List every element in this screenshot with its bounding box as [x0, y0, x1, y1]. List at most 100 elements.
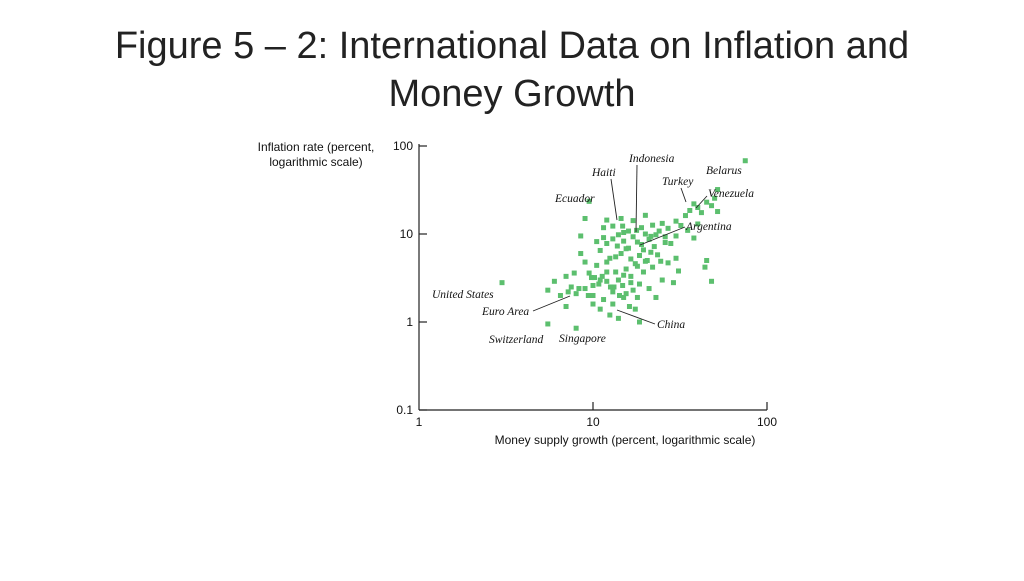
- data-point: [665, 260, 671, 266]
- data-point: [626, 245, 632, 251]
- data-point: [601, 235, 607, 241]
- annotation-haiti: Haiti: [591, 167, 616, 179]
- data-point: [610, 236, 616, 242]
- data-point: [615, 315, 621, 321]
- data-point: [499, 280, 505, 286]
- data-point: [601, 297, 607, 303]
- data-point: [599, 273, 605, 279]
- data-point: [596, 281, 602, 287]
- data-point: [565, 289, 571, 295]
- data-point: [610, 289, 616, 295]
- slide-title: Figure 5 – 2: International Data on Infl…: [40, 22, 984, 118]
- annotation-venezuela: Venezuela: [708, 188, 754, 200]
- data-point: [604, 269, 610, 275]
- data-point: [668, 240, 674, 246]
- data-point: [545, 321, 551, 327]
- title-line-2: Money Growth: [388, 73, 636, 115]
- data-point: [545, 287, 551, 293]
- data-point: [604, 240, 610, 246]
- data-point: [623, 266, 629, 272]
- data-point: [662, 234, 668, 240]
- data-point: [678, 222, 684, 228]
- data-point: [557, 293, 563, 299]
- data-point: [628, 273, 634, 279]
- annotation-leader-argentina: [639, 226, 686, 246]
- data-point: [551, 278, 557, 284]
- annotation-switzerland: Switzerland: [489, 334, 544, 346]
- annotation-indonesia: Indonesia: [628, 153, 675, 165]
- data-point: [573, 291, 579, 297]
- title-line-1: Figure 5 – 2: International Data on Infl…: [114, 25, 910, 67]
- data-point: [658, 258, 664, 264]
- annotation-leader-turkey: [680, 187, 687, 203]
- data-point: [646, 236, 652, 242]
- data-point: [628, 280, 634, 286]
- annotation-turkey: Turkey: [662, 176, 694, 188]
- data-point: [704, 199, 710, 205]
- data-point: [742, 158, 748, 164]
- annotation-leader-euro-area: [532, 295, 571, 312]
- y-tick-label-0.1: 0.1: [396, 403, 413, 417]
- data-point: [702, 264, 708, 270]
- data-point: [659, 220, 665, 226]
- data-point: [597, 277, 603, 283]
- data-point: [704, 257, 710, 263]
- data-point: [628, 256, 634, 262]
- data-point: [573, 325, 579, 331]
- data-point: [691, 201, 697, 207]
- y-axis-label-line-2: logarithmic scale): [269, 155, 362, 169]
- data-point: [588, 275, 594, 281]
- data-point: [665, 225, 671, 231]
- data-point: [613, 254, 619, 260]
- data-point: [618, 216, 624, 222]
- annotation-united-states: United States: [432, 289, 494, 301]
- annotation-euro-area: Euro Area: [481, 306, 529, 318]
- data-point: [604, 278, 610, 284]
- data-point: [563, 273, 569, 279]
- data-point: [642, 212, 648, 218]
- data-point: [650, 264, 656, 270]
- data-point: [582, 259, 588, 265]
- data-point: [594, 239, 600, 245]
- data-point: [687, 207, 693, 213]
- data-point: [590, 293, 596, 299]
- data-point: [604, 259, 610, 265]
- data-point: [673, 218, 679, 224]
- data-point: [634, 227, 640, 233]
- annotation-leader-china: [616, 309, 656, 325]
- annotation-belarus: Belarus: [706, 165, 742, 177]
- data-point: [695, 205, 701, 211]
- data-point: [618, 251, 624, 257]
- data-point: [709, 278, 715, 284]
- data-point: [615, 232, 621, 238]
- data-point: [670, 280, 676, 286]
- data-point: [709, 203, 715, 209]
- data-point: [607, 255, 613, 261]
- data-point: [648, 249, 654, 255]
- data-point: [715, 187, 721, 193]
- data-point: [590, 282, 596, 288]
- data-point: [675, 268, 681, 274]
- data-point: [594, 262, 600, 268]
- data-point: [653, 232, 659, 238]
- data-point: [611, 284, 617, 290]
- data-point: [586, 270, 592, 276]
- data-point: [642, 231, 648, 237]
- data-point: [610, 301, 616, 307]
- data-point: [646, 286, 652, 292]
- data-point: [621, 294, 627, 300]
- data-point: [621, 272, 627, 278]
- annotation-argentina: Argentina: [685, 221, 732, 233]
- data-point: [653, 294, 659, 300]
- data-point: [578, 233, 584, 239]
- data-point: [698, 210, 704, 216]
- data-point: [673, 233, 679, 239]
- data-point: [715, 209, 721, 215]
- annotation-leader-venezuela: [695, 195, 708, 209]
- data-point: [712, 195, 718, 201]
- y-tick-label-100: 100: [393, 139, 413, 153]
- x-axis-label: Money supply growth (percent, logarithmi…: [495, 433, 756, 447]
- data-point: [626, 228, 632, 234]
